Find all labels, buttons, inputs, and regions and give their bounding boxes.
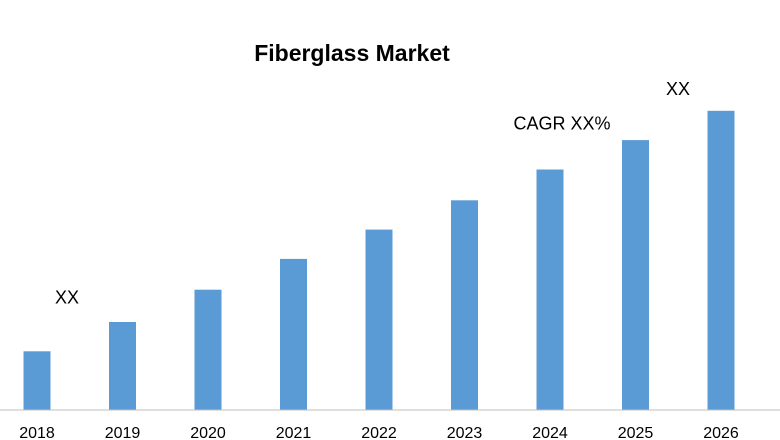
annotation-cagr: CAGR XX% xyxy=(513,114,610,134)
bar-2026 xyxy=(707,110,735,411)
bar-2021 xyxy=(280,258,307,410)
bar-2025 xyxy=(622,140,649,410)
x-tick-label-2018: 2018 xyxy=(19,425,55,440)
x-tick-label-2026: 2026 xyxy=(703,425,739,440)
annotation-end-value: XX xyxy=(666,79,690,99)
x-tick-label-2023: 2023 xyxy=(447,425,483,440)
bar-2024 xyxy=(536,169,564,410)
bar-2020 xyxy=(194,289,222,410)
x-tick-label-2021: 2021 xyxy=(276,425,312,440)
x-tick-label-2022: 2022 xyxy=(361,425,397,440)
x-tick-label-2024: 2024 xyxy=(532,425,568,440)
annotation-start-value: XX xyxy=(55,287,79,307)
bars-group xyxy=(23,110,735,411)
x-tick-label-2025: 2025 xyxy=(618,425,654,440)
x-tick-labels: 2018 2019 2020 2021 2022 2023 2024 2025 2026 xyxy=(19,425,739,440)
bar-2018 xyxy=(23,351,51,410)
x-tick-label-2019: 2019 xyxy=(105,425,141,440)
bar-2023 xyxy=(451,200,478,410)
chart-title: Fiberglass Market xyxy=(254,40,450,66)
bar-2022 xyxy=(365,229,393,410)
bar-2019 xyxy=(109,322,136,410)
x-tick-label-2020: 2020 xyxy=(190,425,226,440)
